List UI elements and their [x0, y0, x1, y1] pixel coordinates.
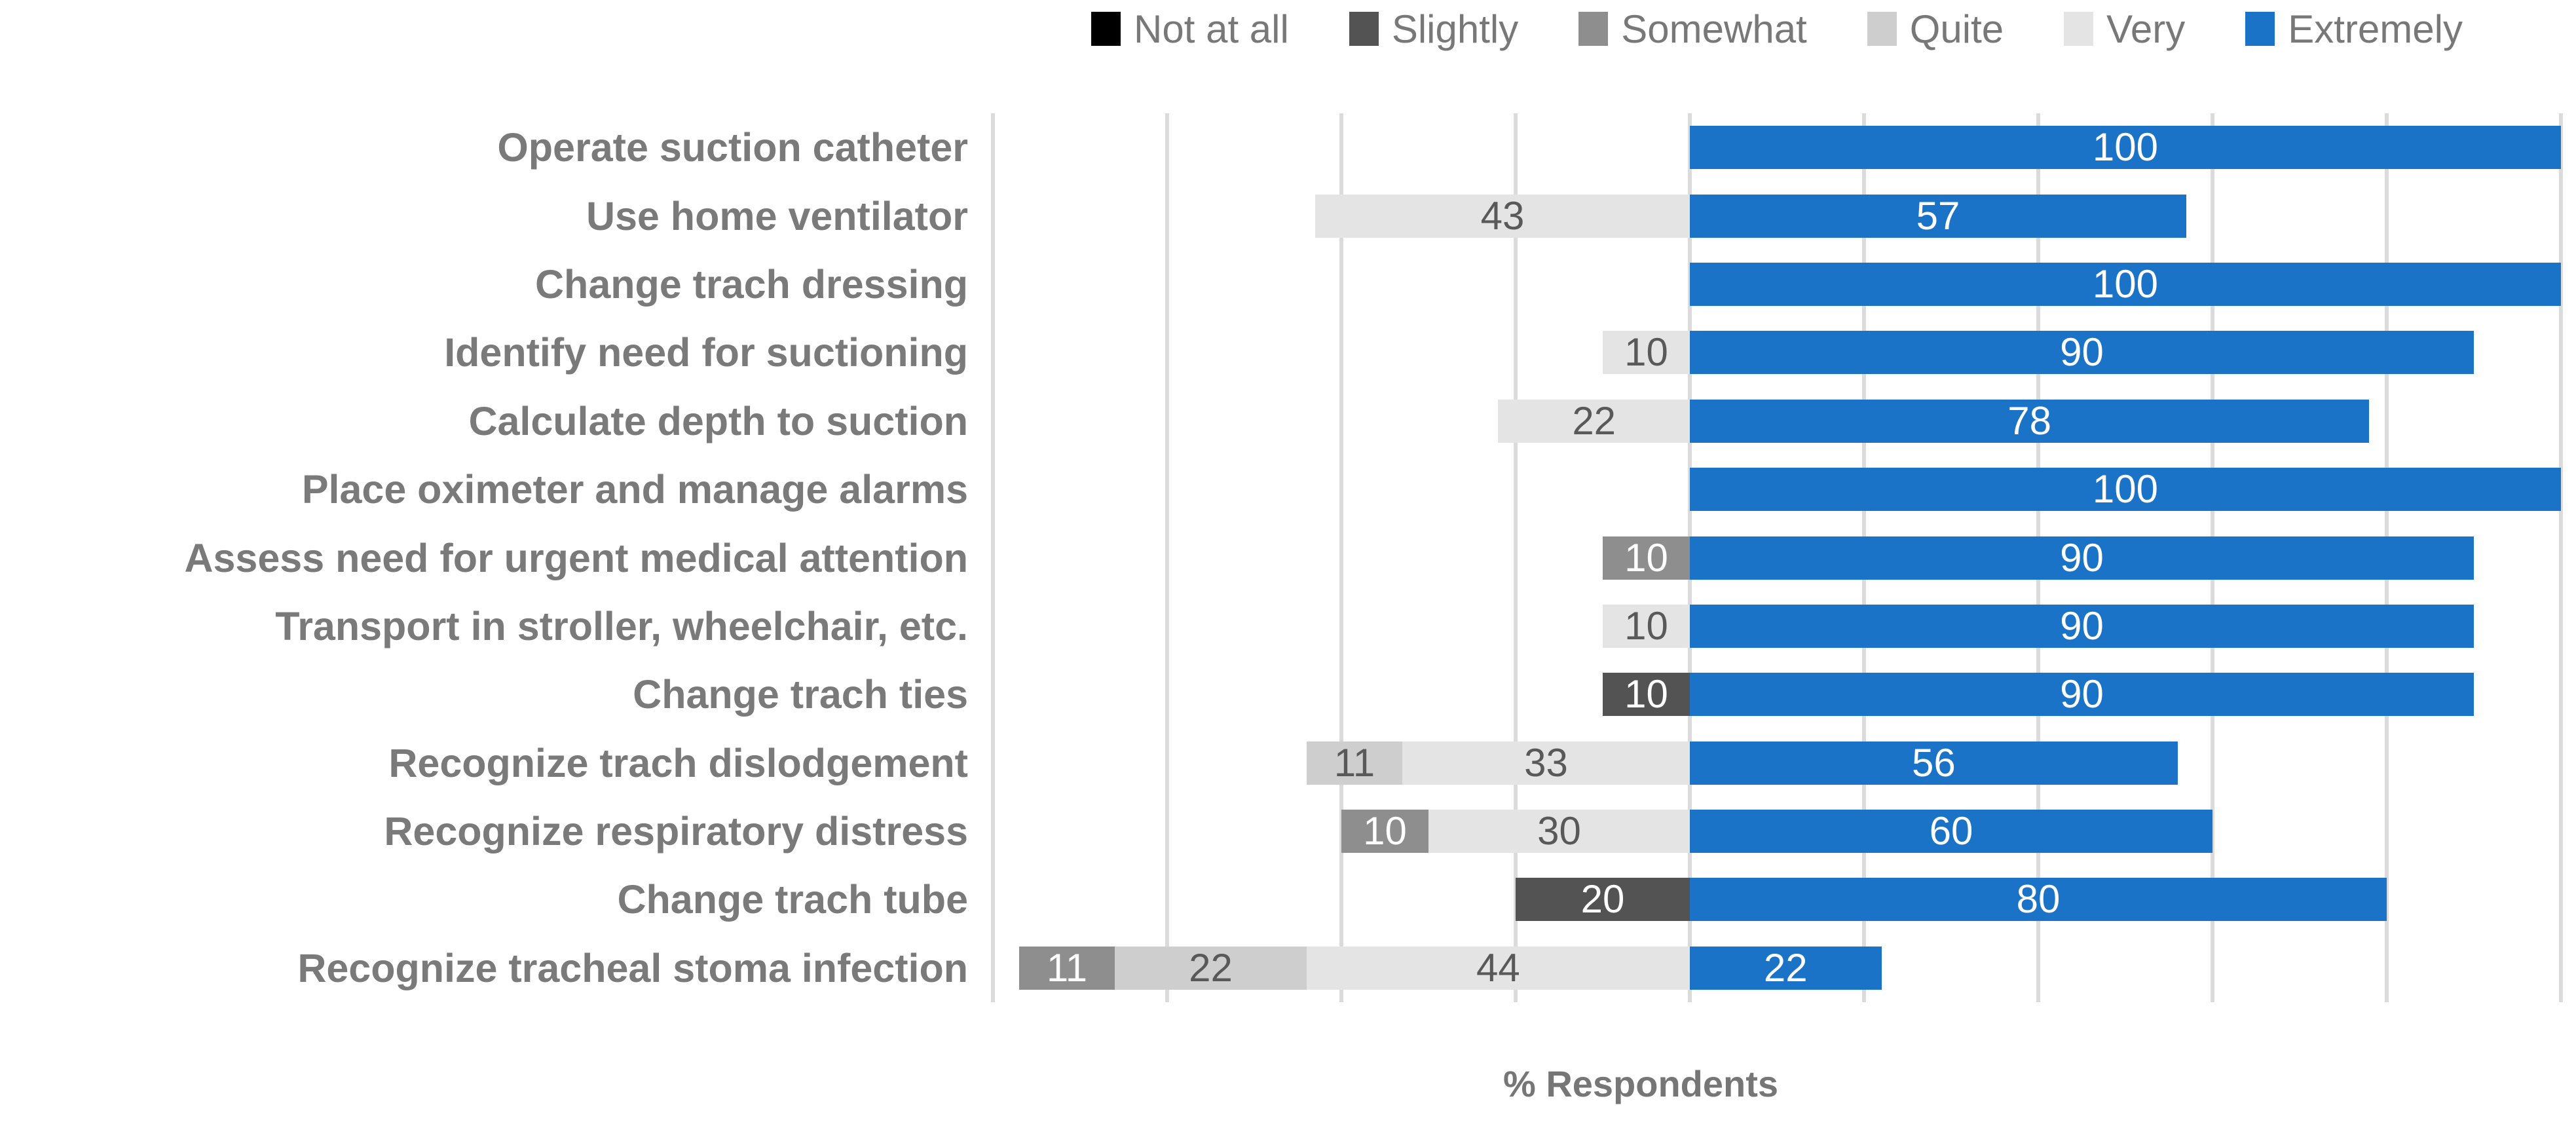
bar-value-label: 43 [1480, 193, 1525, 238]
bar-segment-extremely: 57 [1689, 193, 2187, 238]
category-label: Change trach tube [617, 877, 968, 922]
bar-value-label: 20 [1580, 877, 1625, 922]
bar-value-label: 10 [1624, 603, 1668, 648]
legend-swatch-icon [1091, 12, 1121, 46]
bar-segment-extremely: 60 [1689, 809, 2212, 854]
bar-value-label: 11 [1046, 945, 1088, 990]
legend-item-slightly: Slightly [1349, 7, 1518, 52]
legend-label: Quite [1909, 7, 2004, 51]
legend-item-somewhat: Somewhat [1578, 7, 1807, 52]
bar-value-label: 100 [2092, 467, 2159, 512]
legend-item-quite: Quite [1867, 7, 2004, 52]
bar-value-label: 90 [2060, 672, 2104, 717]
gridline [991, 113, 995, 1002]
bar-segment-slightly: 10 [1603, 672, 1690, 717]
bar-segment-extremely: 100 [1689, 261, 2561, 306]
bar-segment-very: 43 [1315, 193, 1690, 238]
gridline [2559, 113, 2563, 1002]
bar-segment-quite: 11 [1306, 740, 1403, 785]
legend: Not at all Slightly Somewhat Quite Very Extre… [993, 5, 2561, 52]
bar-segment-slightly: 20 [1516, 877, 1690, 922]
bar-segment-very: 30 [1428, 809, 1690, 854]
legend-item-not-at-all: Not at all [1091, 7, 1289, 52]
bar-value-label: 33 [1524, 740, 1568, 785]
bar-value-label: 90 [2060, 330, 2104, 375]
bar-value-label: 10 [1624, 672, 1668, 717]
bar-value-label: 90 [2060, 603, 2104, 648]
bar-value-label: 80 [2016, 877, 2061, 922]
gridline [1514, 113, 1518, 1002]
category-label: Identify need for suctioning [444, 330, 968, 375]
bar-value-label: 22 [1763, 945, 1808, 990]
bar-value-label: 90 [2060, 535, 2104, 580]
category-label: Calculate depth to suction [468, 398, 968, 443]
category-label: Use home ventilator [586, 193, 968, 238]
bar-segment-extremely: 100 [1689, 467, 2561, 512]
bar-segment-extremely: 100 [1689, 125, 2561, 170]
bar-segment-somewhat: 10 [1603, 536, 1690, 580]
bar-value-label: 78 [2007, 398, 2052, 443]
bar-segment-extremely: 80 [1689, 877, 2387, 922]
legend-label: Somewhat [1621, 7, 1807, 51]
category-label: Recognize tracheal stoma infection [297, 945, 968, 990]
gridline [1339, 113, 1343, 1002]
gridline [1165, 113, 1169, 1002]
legend-label: Extremely [2288, 7, 2463, 51]
legend-item-very: Very [2064, 7, 2185, 52]
bar-segment-extremely: 78 [1689, 398, 2370, 443]
bar-value-label: 10 [1624, 535, 1668, 580]
bar-value-label: 44 [1476, 945, 1520, 990]
bar-value-label: 100 [2092, 261, 2159, 306]
bar-value-label: 57 [1916, 193, 1960, 238]
legend-label: Not at all [1134, 7, 1289, 51]
bar-segment-very: 22 [1498, 398, 1690, 443]
bar-value-label: 10 [1624, 330, 1668, 375]
bar-segment-very: 33 [1402, 741, 1690, 785]
category-label: Recognize respiratory distress [384, 809, 968, 854]
bar-segment-very: 10 [1603, 603, 1690, 648]
bar-value-label: 56 [1912, 740, 1956, 785]
bar-segment-extremely: 90 [1689, 330, 2474, 375]
bar-value-label: 30 [1537, 809, 1581, 854]
legend-item-extremely: Extremely [2245, 7, 2463, 52]
legend-swatch-icon [1578, 12, 1609, 46]
legend-label: Slightly [1391, 7, 1519, 51]
plot-area: 100 43 57 100 10 90 22 78 100 10 90 10 90 10 90 11 33 56 1… [991, 113, 2563, 1002]
legend-swatch-icon [1349, 12, 1379, 46]
category-label: Transport in stroller, wheelchair, etc. [275, 603, 968, 648]
category-labels: Operate suction catheter Use home ventila… [0, 113, 968, 1002]
bar-value-label: 22 [1572, 398, 1616, 443]
bar-segment-quite: 22 [1115, 945, 1307, 990]
category-label: Assess need for urgent medical attention [184, 535, 968, 580]
legend-swatch-icon [1867, 12, 1897, 46]
bar-segment-extremely: 90 [1689, 535, 2474, 580]
legend-label: Very [2106, 7, 2186, 51]
legend-swatch-icon [2245, 12, 2275, 46]
bar-value-label: 60 [1929, 809, 1973, 854]
category-label: Change trach dressing [535, 261, 968, 307]
x-axis-title: % Respondents [1503, 1063, 1779, 1104]
category-label: Change trach ties [633, 672, 968, 717]
bar-segment-somewhat: 11 [1018, 945, 1115, 990]
category-label: Place oximeter and manage alarms [301, 467, 968, 512]
category-label: Operate suction catheter [497, 125, 968, 170]
bar-value-label: 11 [1334, 740, 1375, 785]
bar-segment-extremely: 22 [1689, 945, 1882, 990]
bar-segment-somewhat: 10 [1341, 809, 1428, 854]
bar-segment-extremely: 56 [1689, 740, 2178, 785]
category-label: Recognize trach dislodgement [388, 740, 968, 785]
legend-swatch-icon [2064, 12, 2094, 46]
bar-segment-extremely: 90 [1689, 672, 2474, 717]
bar-value-label: 22 [1189, 945, 1233, 990]
bar-segment-very: 10 [1603, 330, 1690, 375]
bar-value-label: 10 [1363, 809, 1407, 854]
bar-segment-very: 44 [1306, 945, 1690, 990]
bar-segment-extremely: 90 [1689, 603, 2474, 648]
bar-value-label: 100 [2092, 125, 2159, 170]
